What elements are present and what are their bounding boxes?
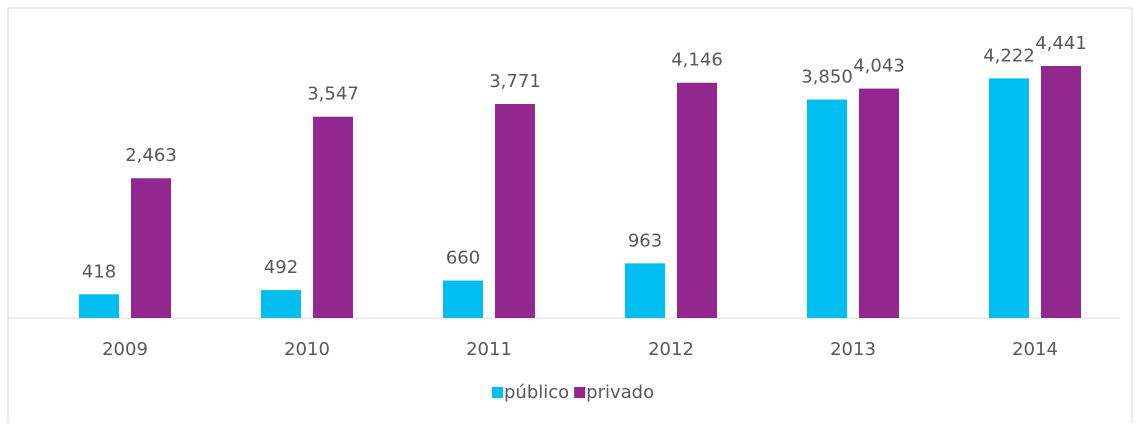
bar (1041, 66, 1081, 318)
bar (131, 178, 171, 318)
data-label: 3,850 (801, 67, 853, 88)
legend-swatch (574, 387, 586, 398)
data-label: 963 (628, 230, 662, 251)
bar (495, 104, 535, 318)
data-label: 418 (82, 261, 116, 282)
data-label: 4,441 (1035, 33, 1087, 54)
data-label: 4,146 (671, 50, 723, 71)
bar (677, 82, 717, 318)
data-label: 3,771 (489, 71, 541, 92)
data-label: 4,222 (983, 45, 1035, 66)
bar (807, 99, 847, 318)
legend-label: público (504, 382, 569, 403)
bar (261, 290, 301, 318)
data-label: 4,043 (853, 56, 905, 77)
bar (313, 116, 353, 318)
bar (443, 280, 483, 318)
x-tick-label: 2010 (284, 339, 330, 360)
bar (859, 88, 899, 318)
data-label: 492 (264, 257, 298, 278)
bar (625, 263, 665, 318)
data-label: 2,463 (125, 145, 177, 166)
legend-swatch (492, 387, 503, 398)
x-tick-label: 2013 (830, 339, 876, 360)
chart-frame (7, 7, 1133, 427)
bar (989, 78, 1029, 318)
x-tick-label: 2014 (1012, 339, 1058, 360)
x-tick-label: 2012 (648, 339, 694, 360)
x-tick-label: 2009 (102, 339, 148, 360)
legend-label: privado (586, 382, 654, 403)
bar (79, 294, 119, 318)
data-label: 660 (446, 248, 480, 269)
data-label: 3,547 (307, 84, 359, 105)
x-tick-label: 2011 (466, 339, 512, 360)
